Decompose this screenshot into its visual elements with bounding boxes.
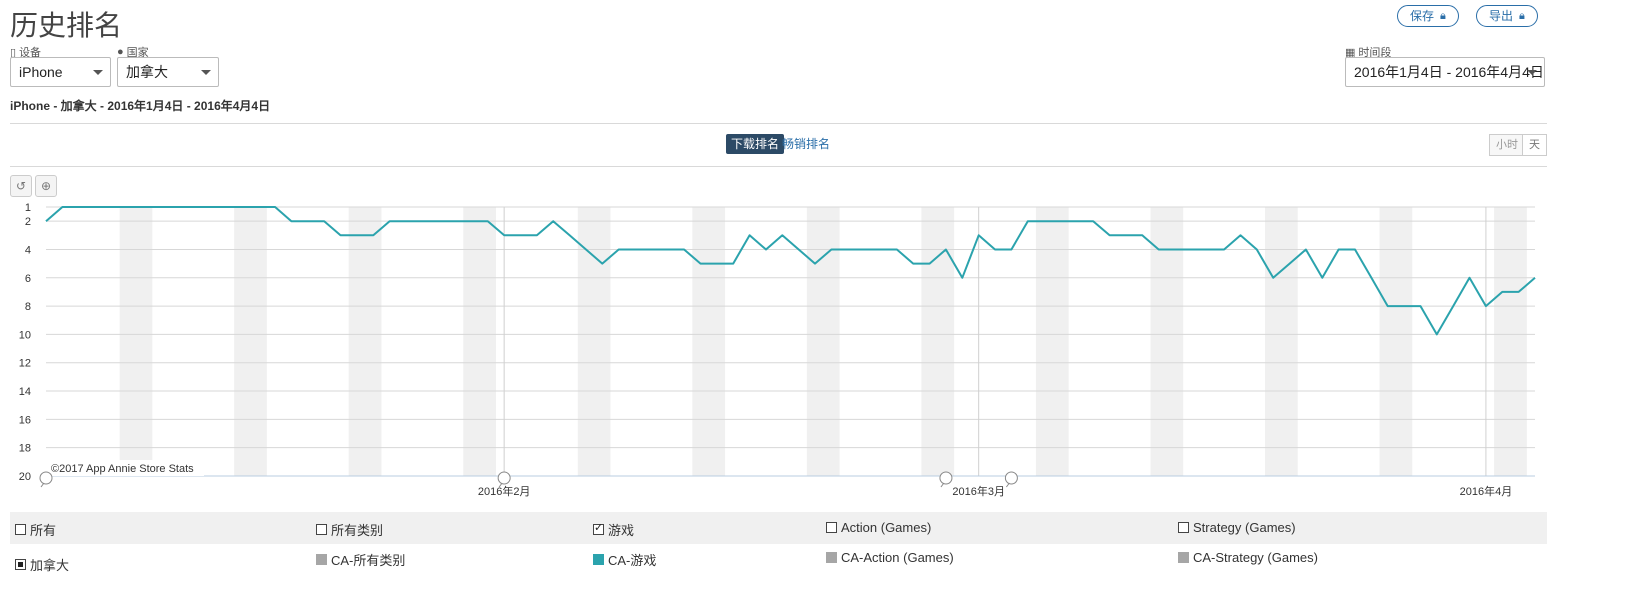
y-tick-label: 12: [19, 358, 31, 370]
save-label: 保存: [1410, 9, 1435, 23]
legend-toggle-action-games[interactable]: Action (Games): [826, 520, 931, 535]
weekend-band: [463, 207, 496, 476]
chevron-down-icon: [1527, 70, 1537, 75]
x-tick-label: 2016年4月: [1460, 484, 1513, 498]
legend-row-series: [10, 545, 1547, 579]
checkbox[interactable]: [316, 524, 327, 535]
legend-series-ca-all[interactable]: CA-所有类别: [316, 550, 405, 569]
divider: [10, 123, 1547, 124]
y-tick-label: 2: [25, 216, 31, 228]
x-tick-label: 2016年3月: [952, 484, 1005, 498]
weekend-band: [1494, 207, 1527, 476]
lock-icon: 🔒︎: [1519, 10, 1525, 22]
tab-download-rank[interactable]: 下载排名: [726, 134, 785, 154]
legend-swatch: [316, 554, 327, 565]
credit-background: [48, 460, 204, 476]
legend-series-ca-strategy[interactable]: CA-Strategy (Games): [1178, 550, 1318, 565]
legend-toggle-canada[interactable]: 加拿大: [15, 555, 69, 574]
annotation-marker-icon: [39, 471, 53, 485]
weekend-band: [234, 207, 267, 476]
checkbox[interactable]: [15, 524, 26, 535]
checkbox[interactable]: [826, 522, 837, 533]
reset-zoom-button[interactable]: ↺: [10, 175, 32, 197]
page-title: 历史排名: [10, 10, 123, 41]
y-tick-label: 6: [25, 273, 31, 285]
chevron-down-icon: [93, 70, 103, 75]
annotation-marker-icon: [939, 471, 953, 485]
weekend-band: [119, 207, 153, 476]
y-tick-label: 16: [19, 414, 31, 426]
weekend-band: [348, 207, 382, 476]
y-tick-label: 4: [25, 244, 31, 256]
granularity-hour[interactable]: 小时: [1489, 134, 1525, 156]
legend-swatch: [593, 554, 604, 565]
calendar-icon: ▦: [1345, 46, 1356, 59]
rank-chart[interactable]: 2016年2月 2016年3月 2016年4月12468101214161820©2…: [0, 195, 1647, 505]
tab-grossing-rank[interactable]: 畅销排名: [782, 137, 831, 151]
zoom-button[interactable]: ⊕: [35, 175, 57, 197]
export-label: 导出: [1489, 9, 1514, 23]
annotation-marker-icon: [1004, 471, 1018, 485]
checkbox-partial[interactable]: [15, 559, 26, 570]
divider: [10, 166, 1547, 167]
country-label: ● 国家: [117, 46, 149, 59]
legend-swatch: [826, 552, 837, 563]
weekend-band: [1150, 207, 1184, 476]
country-select[interactable]: 加拿大: [117, 57, 219, 87]
undo-icon: ↺: [15, 179, 27, 193]
device-icon: ▯: [10, 46, 17, 59]
y-tick-label: 14: [19, 386, 31, 398]
zoom-in-icon: ⊕: [40, 179, 52, 193]
granularity-day[interactable]: 天: [1522, 134, 1547, 156]
export-button[interactable]: 导出 🔒︎: [1476, 5, 1538, 27]
chart-credit: ©2017 App Annie Store Stats: [51, 463, 194, 475]
legend-series-ca-action[interactable]: CA-Action (Games): [826, 550, 954, 565]
legend-series-ca-games[interactable]: CA-游戏: [593, 550, 656, 569]
y-tick-label: 18: [19, 443, 31, 455]
annotation-marker-tail: [1005, 482, 1010, 488]
period-select[interactable]: 2016年1月4日 - 2016年4月4日: [1345, 57, 1545, 87]
legend-toggle-all[interactable]: 所有: [15, 520, 56, 539]
weekend-band: [1265, 207, 1298, 476]
weekend-band: [1379, 207, 1413, 476]
legend-toggle-strategy-games[interactable]: Strategy (Games): [1178, 520, 1296, 535]
weekend-band: [577, 207, 611, 476]
legend-swatch: [1178, 552, 1189, 563]
x-tick-label: 2016年2月: [478, 484, 531, 498]
chevron-down-icon: [201, 70, 211, 75]
selection-summary: iPhone - 加拿大 - 2016年1月4日 - 2016年4月4日: [10, 99, 271, 113]
legend-row-categories: [10, 512, 1547, 544]
y-tick-label: 10: [19, 329, 31, 341]
legend-toggle-all-categories[interactable]: 所有类别: [316, 520, 383, 539]
annotation-marker-icon: [497, 471, 511, 485]
y-tick-label: 8: [25, 301, 31, 313]
checkbox-checked[interactable]: [593, 521, 604, 535]
period-label: ▦ 时间段: [1345, 46, 1392, 60]
device-select[interactable]: iPhone: [10, 57, 111, 87]
annotation-marker-tail: [940, 482, 945, 488]
weekend-band: [921, 207, 955, 476]
weekend-band: [1035, 207, 1069, 476]
y-tick-label: 20: [19, 471, 31, 483]
save-button[interactable]: 保存 🔒︎: [1397, 5, 1459, 27]
weekend-band: [692, 207, 726, 476]
device-label: ▯ 设备: [10, 46, 42, 60]
series-line: [45, 206, 1536, 336]
checkbox[interactable]: [1178, 522, 1189, 533]
globe-icon: ●: [117, 46, 124, 58]
y-tick-label: 1: [25, 202, 31, 214]
legend-toggle-games[interactable]: 游戏: [593, 520, 634, 539]
annotation-marker-tail: [498, 482, 503, 488]
weekend-band: [806, 207, 840, 476]
lock-icon: 🔒︎: [1440, 10, 1446, 22]
annotation-marker-tail: [40, 482, 45, 488]
